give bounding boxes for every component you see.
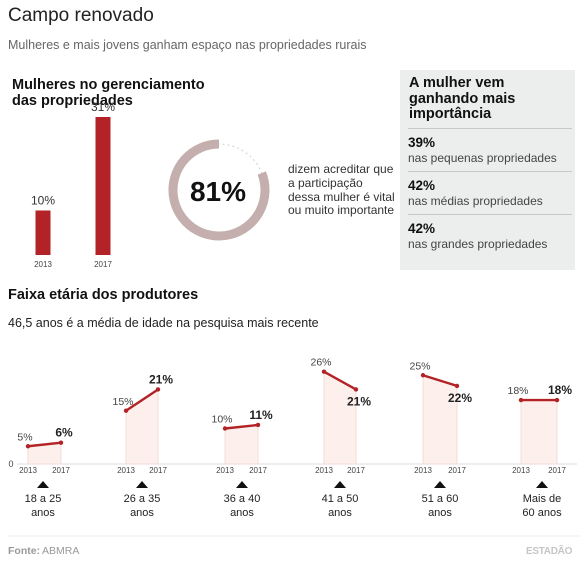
importance-item-medium: 42% nas médias propriedades (408, 171, 572, 209)
age-value-label-2013: 5% (17, 431, 32, 443)
age-group-label: 18 a 25 (25, 493, 62, 505)
age-value-label-2017: 22% (448, 391, 472, 405)
age-year-label: 2013 (117, 466, 135, 475)
age-year-label: 2017 (548, 466, 566, 475)
age-area (224, 424, 259, 465)
age-group-marker-icon (136, 481, 148, 488)
age-group-label: anos (428, 507, 452, 519)
age-point (353, 387, 359, 392)
bar-value-label: 31% (91, 100, 115, 114)
brand-logo: ESTADÃO (526, 546, 573, 557)
age-point (554, 397, 560, 403)
age-line (422, 374, 458, 388)
importance-value: 42% (408, 178, 436, 193)
age-point (155, 387, 161, 392)
age-line (323, 370, 357, 391)
age-value-label-2017: 6% (55, 426, 73, 440)
age-value-label-2017: 21% (347, 394, 371, 408)
bar-year-label: 2013 (34, 260, 52, 269)
age-year-label: 2013 (19, 466, 37, 475)
age-value-label-2017: 11% (249, 408, 273, 422)
age-year-label: 2017 (149, 466, 167, 475)
importance-item-small: 39% nas pequenas propriedades (408, 128, 572, 166)
age-point (222, 426, 228, 431)
age-point (58, 440, 64, 445)
ring-arc (168, 139, 270, 241)
age-point (123, 408, 129, 413)
age-value-label-2013: 15% (112, 396, 133, 408)
age-section-title: Faixa etária dos produtores (8, 287, 199, 303)
bar (95, 117, 111, 255)
age-point (454, 383, 460, 389)
age-line (125, 388, 159, 412)
importance-box-title: A mulher vem ganhando mais importância (409, 75, 516, 122)
age-area (422, 374, 458, 465)
age-group-label: 41 a 50 (322, 493, 359, 505)
age-value-label-2013: 26% (310, 357, 331, 369)
age-group-label: anos (130, 507, 154, 519)
age-year-label: 2017 (347, 466, 365, 475)
management-section-title: Mulheres no gerenciamento das propriedad… (12, 77, 205, 109)
age-year-label: 2017 (448, 466, 466, 475)
age-group-marker-icon (334, 481, 346, 488)
age-year-label: 2017 (52, 466, 70, 475)
age-group-label: anos (328, 507, 352, 519)
age-year-label: 2013 (315, 466, 333, 475)
importance-label: nas médias propriedades (408, 194, 543, 208)
age-line (27, 441, 62, 448)
age-group-marker-icon (434, 481, 446, 488)
importance-label: nas grandes propriedades (408, 237, 548, 251)
age-point (255, 422, 261, 428)
age-value-label-2013: 18% (507, 385, 528, 397)
bar (35, 210, 51, 255)
age-area (520, 399, 558, 465)
age-point (25, 444, 31, 449)
age-group-marker-icon (37, 481, 49, 488)
age-value-label-2013: 25% (409, 360, 430, 372)
age-year-label: 2013 (414, 466, 432, 475)
chart-subtitle: Mulheres e mais jovens ganham espaço nas… (8, 38, 367, 52)
y-axis-zero-label: 0 (8, 459, 13, 469)
age-point (420, 373, 426, 378)
age-line (224, 423, 259, 430)
age-value-label-2017: 21% (149, 372, 173, 386)
age-group-marker-icon (536, 481, 548, 488)
importance-value: 42% (408, 221, 436, 236)
age-group-label: 26 a 35 (124, 493, 161, 505)
importance-value: 39% (408, 135, 436, 150)
chart-title: Campo renovado (8, 5, 154, 26)
ring-caption: dizem acreditar que a participação dessa… (288, 162, 395, 218)
age-year-label: 2017 (249, 466, 267, 475)
age-group-label: 51 a 60 (422, 493, 459, 505)
age-year-label: 2013 (216, 466, 234, 475)
age-group-label: anos (31, 507, 55, 519)
age-point (518, 397, 524, 403)
age-value-label-2017: 18% (548, 383, 572, 397)
importance-label: nas pequenas propriedades (408, 151, 557, 165)
source-label: Fonte: (8, 545, 41, 557)
bar-value-label: 10% (31, 193, 55, 207)
age-section-subtitle: 46,5 anos é a média de idade na pesquisa… (8, 316, 319, 330)
importance-item-large: 42% nas grandes propriedades (408, 214, 572, 252)
age-value-label-2013: 10% (211, 414, 232, 426)
bar-year-label: 2017 (94, 260, 112, 269)
age-group-label: 36 a 40 (224, 493, 261, 505)
age-group-label: 60 anos (522, 507, 562, 519)
age-year-label: 2013 (512, 466, 530, 475)
age-point (321, 369, 327, 374)
source-value: ABMRA (42, 545, 80, 557)
importance-box: A mulher vem ganhando mais importância 3… (400, 70, 575, 270)
age-group-label: Mais de (523, 493, 562, 505)
age-group-marker-icon (236, 481, 248, 488)
ring-value: 81% (189, 176, 247, 207)
age-group-label: anos (230, 507, 254, 519)
